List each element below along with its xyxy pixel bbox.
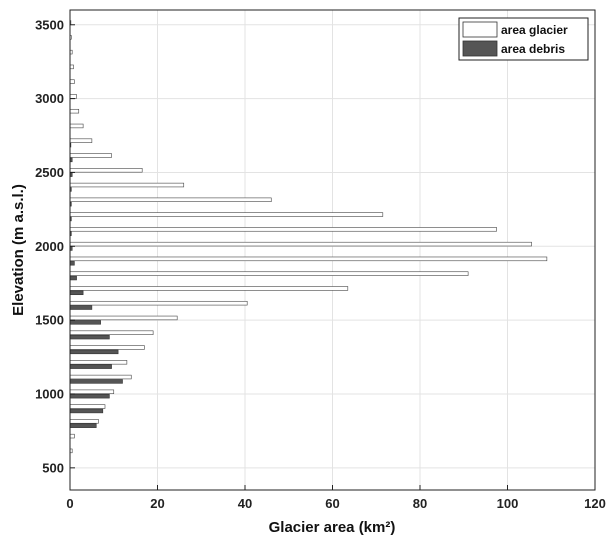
bar-area-glacier: [69, 419, 99, 424]
bar-area-debris: [69, 261, 75, 266]
bar-area-glacier: [69, 256, 548, 262]
x-tick-label: 60: [325, 496, 339, 511]
legend-swatch-area-glacier: [462, 21, 498, 38]
legend-swatch-area-debris: [462, 40, 498, 57]
bar-area-debris: [69, 423, 97, 428]
x-tick-label: 100: [497, 496, 519, 511]
x-tick-label: 120: [584, 496, 606, 511]
bar-area-glacier: [69, 271, 469, 276]
x-tick-label: 20: [150, 496, 164, 511]
bar-area-debris: [69, 290, 84, 296]
bar-area-glacier: [69, 315, 178, 321]
bar-area-glacier: [69, 227, 497, 232]
bar-area-glacier: [69, 153, 112, 158]
y-axis-label: Elevation (m a.s.l.): [10, 184, 27, 316]
bar-area-glacier: [69, 64, 74, 70]
x-tick-label: 80: [413, 496, 427, 511]
x-tick-label: 0: [66, 496, 73, 511]
bar-area-glacier: [69, 300, 248, 306]
legend-label-area-debris: area debris: [501, 42, 565, 56]
bar-area-glacier: [69, 433, 75, 439]
y-tick-label: 1000: [35, 387, 64, 402]
bar-area-glacier: [69, 182, 185, 188]
y-tick-label: 2000: [35, 239, 64, 254]
bar-area-glacier: [69, 138, 93, 143]
bar-area-glacier: [69, 345, 145, 350]
bar-area-glacier: [69, 404, 106, 409]
legend: area glacier area debris: [458, 17, 589, 61]
bar-area-debris: [69, 379, 123, 384]
bar-area-debris: [69, 349, 119, 355]
bar-area-debris: [69, 408, 104, 414]
y-tick-label: 3000: [35, 91, 64, 106]
bar-area-glacier: [69, 360, 128, 365]
bar-area-glacier: [69, 374, 132, 380]
bar-area-debris: [69, 320, 101, 325]
bar-area-glacier: [69, 197, 272, 202]
bar-area-glacier: [69, 330, 154, 335]
y-tick-label: 3500: [35, 17, 64, 32]
bar-area-debris: [69, 393, 110, 399]
legend-label-area-glacier: area glacier: [501, 23, 568, 37]
bar-area-glacier: [69, 123, 84, 129]
bar-area-glacier: [69, 79, 75, 84]
bar-area-glacier: [69, 168, 143, 173]
bar-area-glacier: [69, 286, 349, 291]
bar-area-glacier: [69, 212, 384, 217]
x-axis-label: Glacier area (km²): [269, 519, 396, 536]
bar-area-glacier: [69, 241, 532, 247]
ticks-layer: 0 20 40 60 80 100 120 500 1000 1500 2000 2500 3000 35…: [35, 17, 606, 511]
bar-area-glacier: [69, 94, 77, 99]
bars-layer: [69, 20, 548, 454]
bar-area-debris: [69, 275, 77, 281]
x-tick-label: 40: [238, 496, 252, 511]
bar-area-debris: [69, 334, 110, 340]
y-tick-label: 2500: [35, 165, 64, 180]
bar-area-debris: [69, 305, 93, 310]
y-tick-label: 1500: [35, 313, 64, 328]
bar-area-glacier: [69, 389, 115, 394]
y-tick-label: 500: [42, 460, 64, 475]
bar-area-glacier: [69, 108, 80, 114]
grid-layer: [70, 10, 595, 490]
bar-area-debris: [69, 364, 112, 369]
